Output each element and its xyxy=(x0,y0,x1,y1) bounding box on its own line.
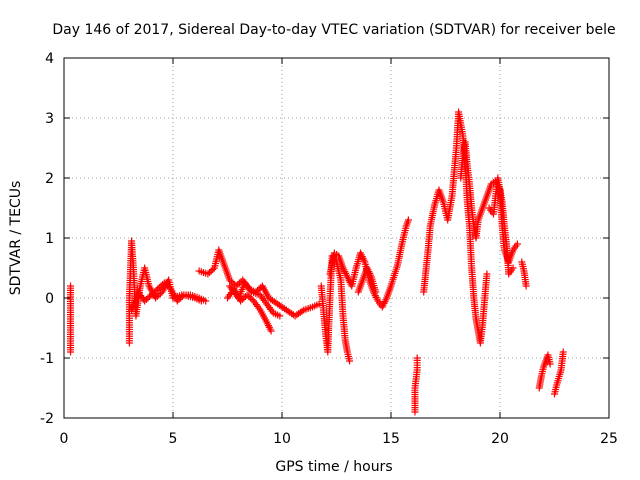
x-tick-label-0: 0 xyxy=(60,431,69,447)
y-tick-label--1: -1 xyxy=(40,351,54,367)
data-point-235 xyxy=(204,270,212,278)
data-point-182 xyxy=(144,294,152,302)
data-point-30 xyxy=(67,348,75,356)
data-point-193 xyxy=(162,281,170,288)
data-point-188 xyxy=(154,285,162,293)
data-point-624 xyxy=(404,216,412,224)
data-point-267 xyxy=(234,281,242,288)
data-point-328 xyxy=(238,296,246,303)
data-point-181 xyxy=(142,296,150,303)
data-point-333 xyxy=(246,294,254,302)
grid-lines xyxy=(64,58,609,418)
data-point-351 xyxy=(267,327,275,335)
y-tick-label-4: 4 xyxy=(45,51,54,67)
y-tick-label-2: 2 xyxy=(45,171,54,187)
data-point-184 xyxy=(147,291,155,299)
data-point-511 xyxy=(346,357,354,365)
x-tick-label-20: 20 xyxy=(491,431,509,447)
data-point-149 xyxy=(155,291,163,299)
data-point-924 xyxy=(483,270,491,278)
data-point-280 xyxy=(255,285,263,293)
data-point-147 xyxy=(152,294,160,302)
data-point-237 xyxy=(207,267,215,275)
data-point-332 xyxy=(245,293,253,300)
data-point-187 xyxy=(152,287,160,294)
data-point-148 xyxy=(153,293,161,300)
data-point-1140 xyxy=(522,282,530,290)
y-tick-label--2: -2 xyxy=(40,411,54,427)
data-point-331 xyxy=(243,291,251,299)
y-tick-label-3: 3 xyxy=(45,111,54,127)
data-point-183 xyxy=(146,293,154,300)
chart-title: Day 146 of 2017, Sidereal Day-to-day VTE… xyxy=(52,22,615,38)
x-tick-label-5: 5 xyxy=(169,431,178,447)
x-tick-label-25: 25 xyxy=(600,431,618,447)
data-point-1161 xyxy=(546,360,554,368)
data-point-334 xyxy=(248,296,256,303)
data-point-230 xyxy=(202,297,210,305)
y-axis-label: SDTVAR / TECUs xyxy=(8,181,24,296)
y-tick-label-1: 1 xyxy=(45,231,54,247)
x-tick-label-10: 10 xyxy=(273,431,291,447)
data-point-190 xyxy=(157,282,165,290)
data-point-185 xyxy=(149,290,157,297)
data-point-263 xyxy=(227,278,235,285)
data-point-236 xyxy=(206,269,214,276)
data-point-194 xyxy=(164,282,172,290)
data-point-186 xyxy=(150,288,158,296)
data-point-264 xyxy=(229,279,237,287)
data-point-1128 xyxy=(509,264,517,272)
axis-ticks: 0 5 10 15 20 25 -2 -1 0 1 2 3 4 xyxy=(40,51,618,447)
data-point-674 xyxy=(413,354,421,362)
data-point-649 xyxy=(372,288,380,296)
data-point-189 xyxy=(155,284,163,291)
data-markers xyxy=(67,108,567,416)
data-point-1181 xyxy=(559,348,567,356)
data-point-1061 xyxy=(513,240,521,248)
y-tick-label-0: 0 xyxy=(45,291,54,307)
data-point-238 xyxy=(209,266,217,273)
data-point-262 xyxy=(226,276,234,284)
x-tick-label-15: 15 xyxy=(382,431,400,447)
data-point-192 xyxy=(160,279,168,287)
x-axis-label: GPS time / hours xyxy=(275,459,392,475)
data-point-180 xyxy=(141,297,149,305)
data-point-388 xyxy=(276,312,284,320)
